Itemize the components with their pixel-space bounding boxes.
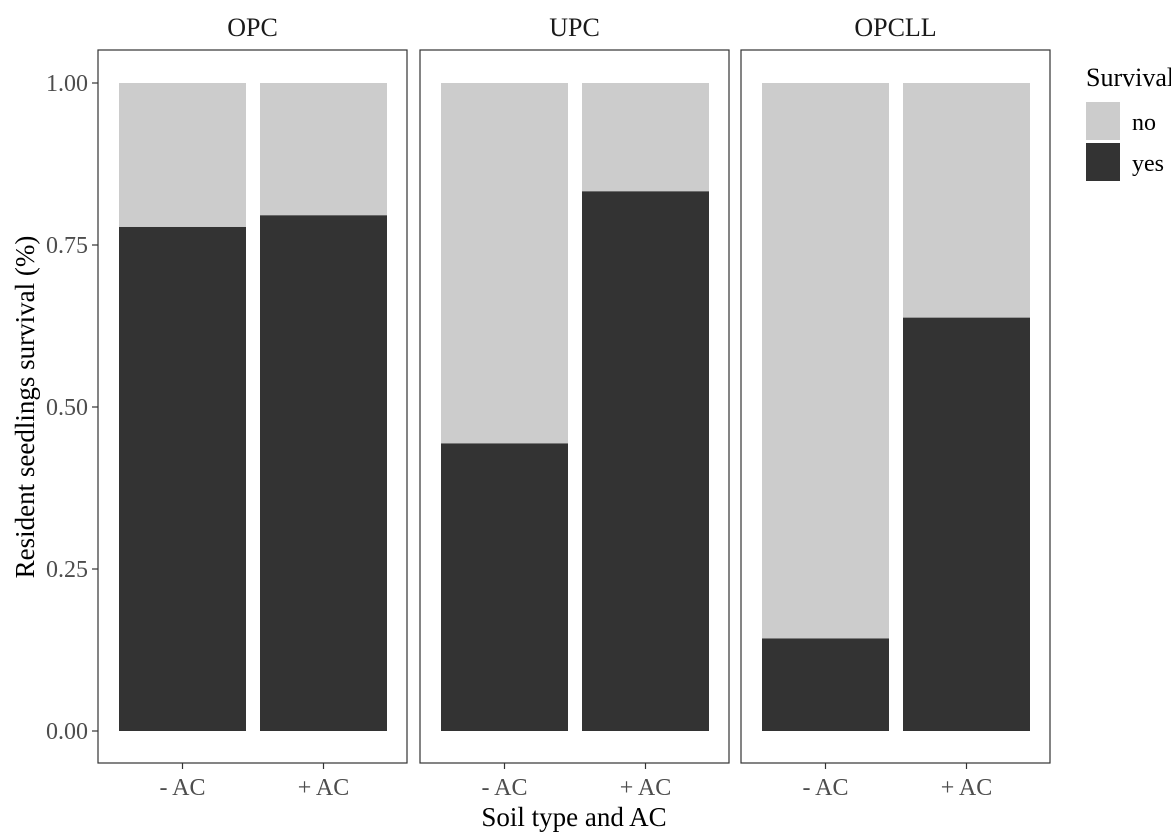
x-tick-label: + AC: [620, 775, 672, 801]
bar-segment-no: [441, 83, 568, 444]
y-axis-title: Resident seedlings survival (%): [10, 236, 40, 579]
facet-label: OPCLL: [854, 13, 936, 42]
bar-segment-no: [260, 83, 387, 216]
bar-segment-yes: [441, 443, 568, 731]
bar-segment-yes: [903, 317, 1030, 731]
x-axis-title: Soil type and AC: [481, 802, 666, 832]
legend-label-yes: yes: [1132, 151, 1164, 177]
panel-border: [419, 49, 730, 764]
legend-swatch-yes: [1086, 143, 1120, 181]
panel-border: [740, 49, 1051, 764]
y-tick-label: 0.75: [46, 233, 88, 259]
legend-label-no: no: [1132, 110, 1156, 136]
x-tick-label: + AC: [941, 775, 993, 801]
y-tick-label: 0.50: [46, 395, 88, 421]
x-tick-label: - AC: [802, 775, 848, 801]
y-tick-label: 0.25: [46, 557, 88, 583]
facet-label: OPC: [227, 13, 278, 42]
bar-segment-yes: [260, 215, 387, 731]
y-tick-label: 1.00: [46, 71, 88, 97]
bar-segment-yes: [119, 226, 246, 731]
legend-title: Survival: [1086, 63, 1171, 92]
facet-opc: OPC - AC + AC: [97, 13, 408, 801]
x-tick-label: - AC: [481, 775, 527, 801]
y-axis: 0.00 0.25 0.50 0.75 1.00: [46, 71, 98, 745]
x-tick-label: - AC: [159, 775, 205, 801]
bar-segment-no: [582, 83, 709, 192]
x-tick-label: + AC: [298, 775, 350, 801]
bar-segment-yes: [582, 191, 709, 731]
bar-segment-no: [762, 83, 889, 639]
facet-label: UPC: [549, 13, 600, 42]
legend: Survival no yes: [1086, 63, 1171, 181]
facet-opcll: OPCLL - AC + AC: [740, 13, 1051, 801]
facet-panels: OPC - AC + AC UPC - AC + AC OPCLL - AC + AC: [97, 13, 1051, 801]
bar-segment-no: [903, 83, 1030, 318]
legend-swatch-no: [1086, 102, 1120, 140]
facet-upc: UPC - AC + AC: [419, 13, 730, 801]
y-tick-label: 0.00: [46, 719, 88, 745]
bar-segment-no: [119, 83, 246, 227]
bar-segment-yes: [762, 638, 889, 731]
